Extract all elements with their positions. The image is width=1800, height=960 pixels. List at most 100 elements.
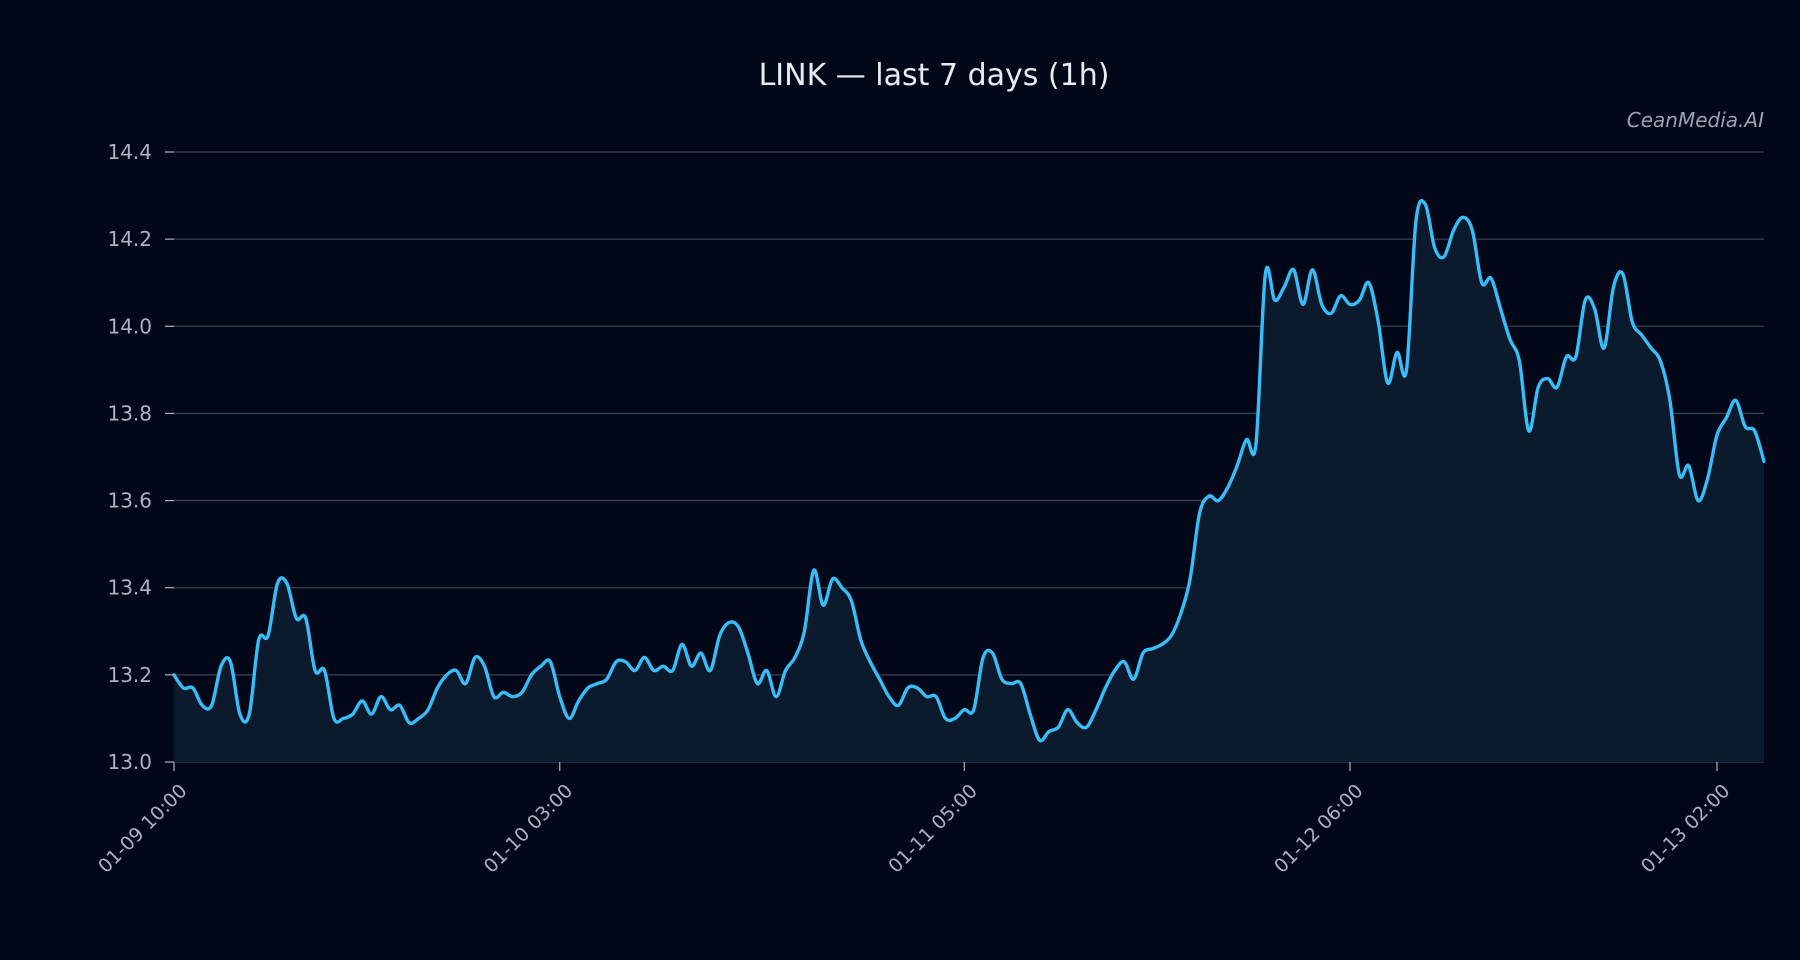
data-point <box>1480 281 1484 285</box>
data-point <box>1489 276 1493 280</box>
data-point <box>1019 682 1023 686</box>
data-point <box>1395 350 1399 354</box>
data-point <box>1527 429 1531 433</box>
xtick-label: 01-13 02:00 <box>1637 780 1735 878</box>
data-point <box>1574 355 1578 359</box>
chart-title: LINK — last 7 days (1h) <box>759 58 1110 93</box>
data-point <box>219 664 223 668</box>
data-point <box>1235 464 1239 468</box>
data-point <box>849 599 853 603</box>
data-point <box>1066 708 1070 712</box>
data-point <box>1188 577 1192 581</box>
data-point <box>1630 320 1634 324</box>
data-point <box>718 634 722 638</box>
data-point <box>482 664 486 668</box>
data-point <box>784 669 788 673</box>
data-point <box>313 669 317 673</box>
data-point <box>1028 712 1032 716</box>
data-point <box>567 716 571 720</box>
data-point <box>247 712 251 716</box>
data-point <box>1056 725 1060 729</box>
data-point <box>1470 228 1474 232</box>
data-point <box>1743 425 1747 429</box>
data-point <box>332 716 336 720</box>
data-point <box>1000 677 1004 681</box>
data-point <box>191 686 195 690</box>
data-point <box>1706 477 1710 481</box>
data-point <box>962 708 966 712</box>
data-point <box>953 716 957 720</box>
data-point <box>1687 464 1691 468</box>
data-point <box>1461 215 1465 219</box>
data-point <box>1734 398 1738 402</box>
data-point <box>1583 298 1587 302</box>
data-point <box>1677 472 1681 476</box>
data-point <box>1009 682 1013 686</box>
data-point <box>868 660 872 664</box>
data-point <box>1668 398 1672 402</box>
data-point <box>464 682 468 686</box>
data-point <box>1386 381 1390 385</box>
data-point <box>1245 438 1249 442</box>
data-point <box>181 686 185 690</box>
data-point <box>595 682 599 686</box>
data-point <box>831 577 835 581</box>
data-point <box>1367 281 1371 285</box>
ytick-label: 13.4 <box>107 576 152 600</box>
data-point <box>1404 368 1408 372</box>
data-point <box>605 677 609 681</box>
data-point <box>1038 738 1042 742</box>
data-point <box>1301 303 1305 307</box>
data-point <box>793 655 797 659</box>
data-point <box>671 669 675 673</box>
data-point <box>294 616 298 620</box>
data-point <box>539 664 543 668</box>
data-point <box>1508 337 1512 341</box>
data-point <box>1254 442 1258 446</box>
data-point <box>943 716 947 720</box>
data-point <box>586 686 590 690</box>
ytick-label: 13.6 <box>107 489 152 513</box>
data-point <box>1499 307 1503 311</box>
data-point <box>435 686 439 690</box>
data-point <box>379 695 383 699</box>
ytick-label: 14.0 <box>107 314 152 338</box>
data-point <box>285 581 289 585</box>
data-point <box>1452 228 1456 232</box>
data-point <box>1715 433 1719 437</box>
data-point <box>906 686 910 690</box>
data-point <box>257 638 261 642</box>
data-point <box>1150 647 1154 651</box>
data-point <box>417 716 421 720</box>
data-point <box>1273 298 1277 302</box>
data-point <box>210 703 214 707</box>
data-point <box>1640 333 1644 337</box>
data-point <box>1179 612 1183 616</box>
data-point <box>200 703 204 707</box>
data-point <box>577 699 581 703</box>
data-point <box>972 708 976 712</box>
data-point <box>228 660 232 664</box>
data-point <box>1160 642 1164 646</box>
data-point <box>1546 377 1550 381</box>
data-point <box>454 669 458 673</box>
data-point <box>1141 651 1145 655</box>
data-point <box>755 682 759 686</box>
data-point <box>520 690 524 694</box>
ytick-label: 13.2 <box>107 663 152 687</box>
data-point <box>304 616 308 620</box>
data-point <box>1724 416 1728 420</box>
data-point <box>802 629 806 633</box>
data-point <box>1621 272 1625 276</box>
data-point <box>661 664 665 668</box>
data-point <box>275 581 279 585</box>
data-point <box>558 695 562 699</box>
data-point <box>1282 285 1286 289</box>
data-point <box>266 634 270 638</box>
data-point <box>652 669 656 673</box>
xtick-label: 01-09 10:00 <box>94 780 192 878</box>
ytick-label: 14.2 <box>107 227 152 251</box>
data-point <box>840 586 844 590</box>
